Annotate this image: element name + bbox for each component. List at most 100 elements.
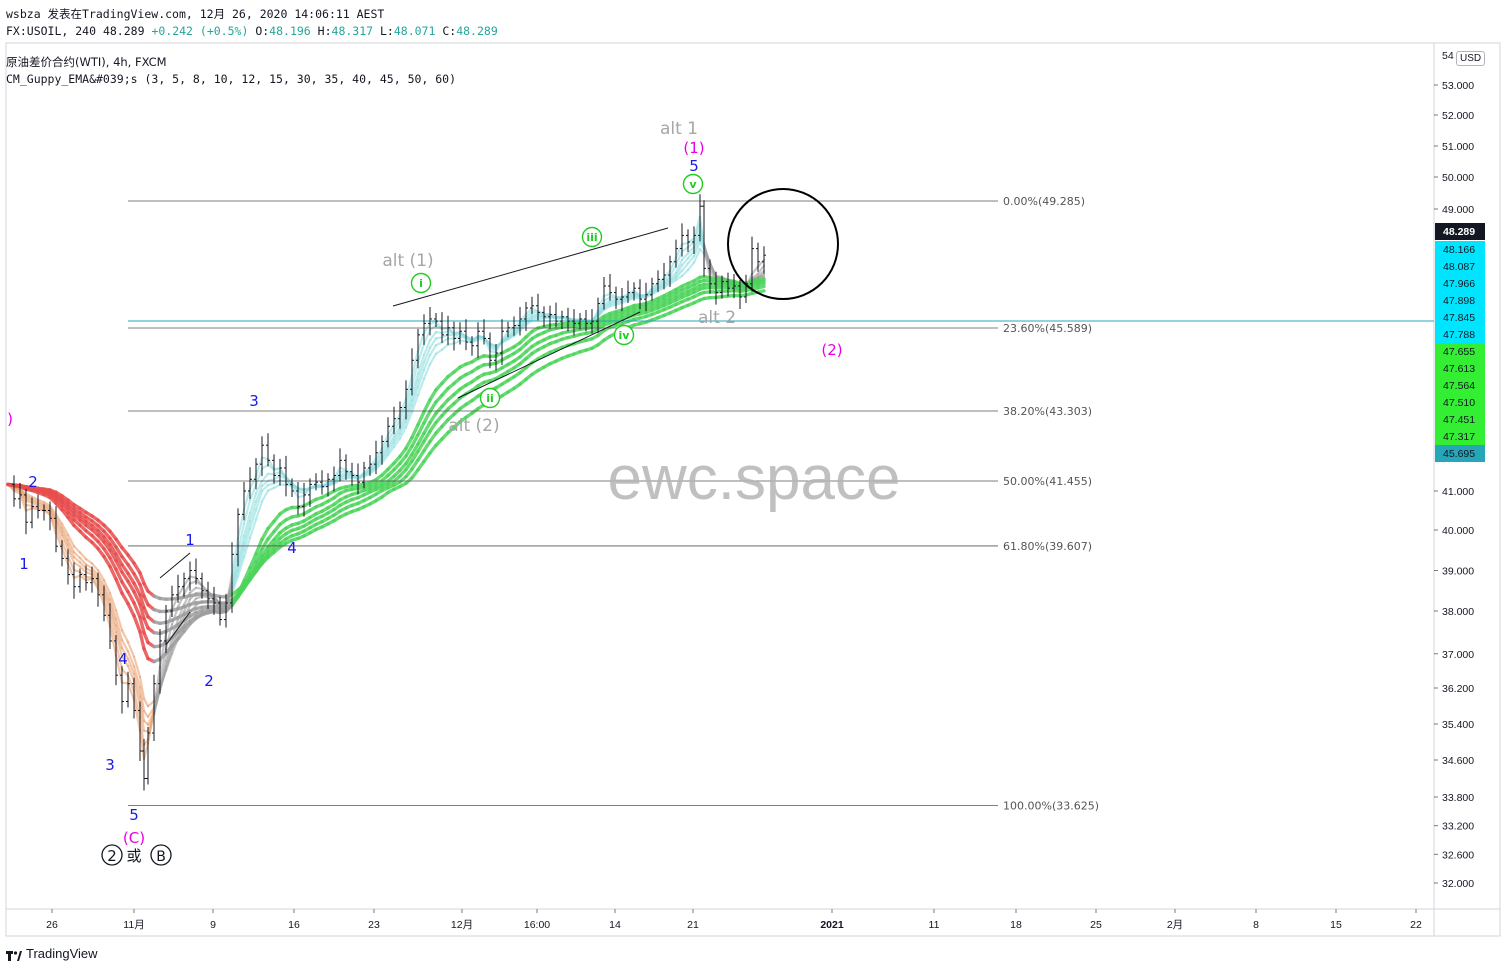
ema-segment [410, 442, 420, 457]
ema-segment [686, 250, 696, 260]
circled-2 [101, 844, 123, 866]
time-axis: 26 11月 9 16 23 12月 16:00 14 21 2021 11 18 25 2月 8 15 22 [46, 909, 1422, 931]
ema-segment [668, 278, 678, 285]
high-value: 48.317 [331, 24, 374, 38]
fib-label-100.00%: 100.00%(33.625) [1003, 799, 1099, 812]
ema-segment [138, 716, 146, 747]
fib-label-23.60%: 23.60%(45.589) [1003, 322, 1092, 335]
ema-segment [254, 467, 264, 487]
price-tag [1435, 360, 1485, 377]
ema-segment [428, 337, 438, 349]
x-tick-label: 26 [46, 919, 58, 931]
ema-segment [680, 268, 690, 278]
ema-segment [386, 442, 396, 453]
ema-segment [590, 315, 600, 322]
ema-segment [266, 458, 276, 471]
ema-segment [248, 560, 258, 576]
ema-segment [42, 503, 52, 509]
ema-segment [248, 518, 258, 539]
ema-segment [380, 439, 390, 454]
ema-segment [254, 489, 264, 511]
ema-segment [386, 445, 396, 457]
x-tick-label: 14 [609, 919, 621, 931]
ema-segment [66, 547, 76, 564]
ema-segment [90, 562, 100, 572]
price-tag-label: 48.289 [1443, 226, 1475, 238]
ema-segment [132, 680, 142, 707]
ema-segment [392, 413, 402, 427]
ema-segment [392, 432, 402, 445]
ema-segment [126, 562, 136, 576]
ema-segment [398, 426, 408, 440]
price-tag [1435, 258, 1485, 275]
ema-segment [142, 616, 150, 630]
ema-segment [108, 608, 118, 634]
ema-segment [692, 230, 702, 249]
footer-brand[interactable]: TradingView [6, 946, 98, 961]
ema-segment [392, 425, 402, 438]
ema-segment [42, 507, 52, 515]
ema-segment [138, 582, 146, 598]
ema-segment [398, 398, 408, 416]
header-line-1: wsbza 发表在TradingView.com, 12月 26, 2020 1… [6, 7, 385, 21]
ema-segment [416, 448, 426, 462]
ema-segment [756, 289, 766, 294]
ema-segment [392, 437, 402, 449]
ema-segment [248, 475, 258, 490]
guppy-ema-ribbons [6, 215, 766, 761]
price-tag [1435, 292, 1485, 309]
price-tag [1435, 275, 1485, 292]
ema-segment [416, 342, 426, 364]
open-value: 48.196 [269, 24, 311, 38]
ema-segment [194, 580, 204, 587]
ema-segment [524, 307, 534, 315]
wave-label: iii [586, 231, 597, 244]
ema-segment [626, 293, 636, 299]
ema-segment [132, 689, 142, 720]
ema-segment [278, 471, 288, 479]
ema-segment [596, 308, 606, 318]
currency-badge[interactable]: USD [1456, 51, 1486, 66]
ema-segment [410, 361, 420, 387]
ema-segment [674, 243, 684, 259]
ema-segment [368, 468, 378, 475]
instrument-title[interactable]: 原油差价合约(WTI), 4h, FXCM [6, 55, 167, 69]
ema-segment [60, 522, 70, 536]
wave-label: alt (2) [448, 416, 499, 436]
y-tick-label: 40.000 [1442, 525, 1474, 537]
ema-segment [66, 555, 76, 572]
indicator-legend[interactable]: CM_Guppy_EMA&#039;s (3, 5, 8, 10, 12, 15… [6, 72, 457, 86]
ema-segment [48, 506, 58, 519]
y-tick-label: 50.000 [1442, 172, 1474, 184]
ema-segment [410, 379, 420, 402]
ema-segment [662, 280, 672, 287]
ema-segment [78, 556, 88, 566]
ema-segment [260, 484, 270, 492]
ema-segment [242, 536, 252, 559]
ema-segment [506, 326, 516, 334]
ema-segment [416, 439, 426, 454]
ema-segment [146, 707, 156, 718]
ema-segment [230, 537, 240, 577]
ema-segment [132, 672, 142, 698]
ema-segment [374, 451, 384, 463]
ema-segment [102, 603, 112, 628]
price-tag [1435, 428, 1485, 445]
ema-segment [428, 343, 438, 357]
ema-segment [152, 688, 162, 710]
ema-segment [404, 399, 414, 419]
change: +0.242 (+0.5%) [151, 24, 249, 38]
x-tick-label: 22 [1410, 919, 1422, 931]
price-tag [1435, 309, 1485, 326]
ema-segment [102, 547, 112, 560]
ema-segment [102, 579, 112, 595]
ema-segment [416, 361, 426, 382]
ema-segment [96, 580, 106, 595]
ema-segment [188, 586, 198, 594]
ema-segment [290, 485, 300, 499]
ema-segment [108, 564, 118, 581]
wave-label: (1) [683, 139, 704, 157]
ema-segment [386, 438, 396, 450]
ema-segment [84, 567, 94, 573]
